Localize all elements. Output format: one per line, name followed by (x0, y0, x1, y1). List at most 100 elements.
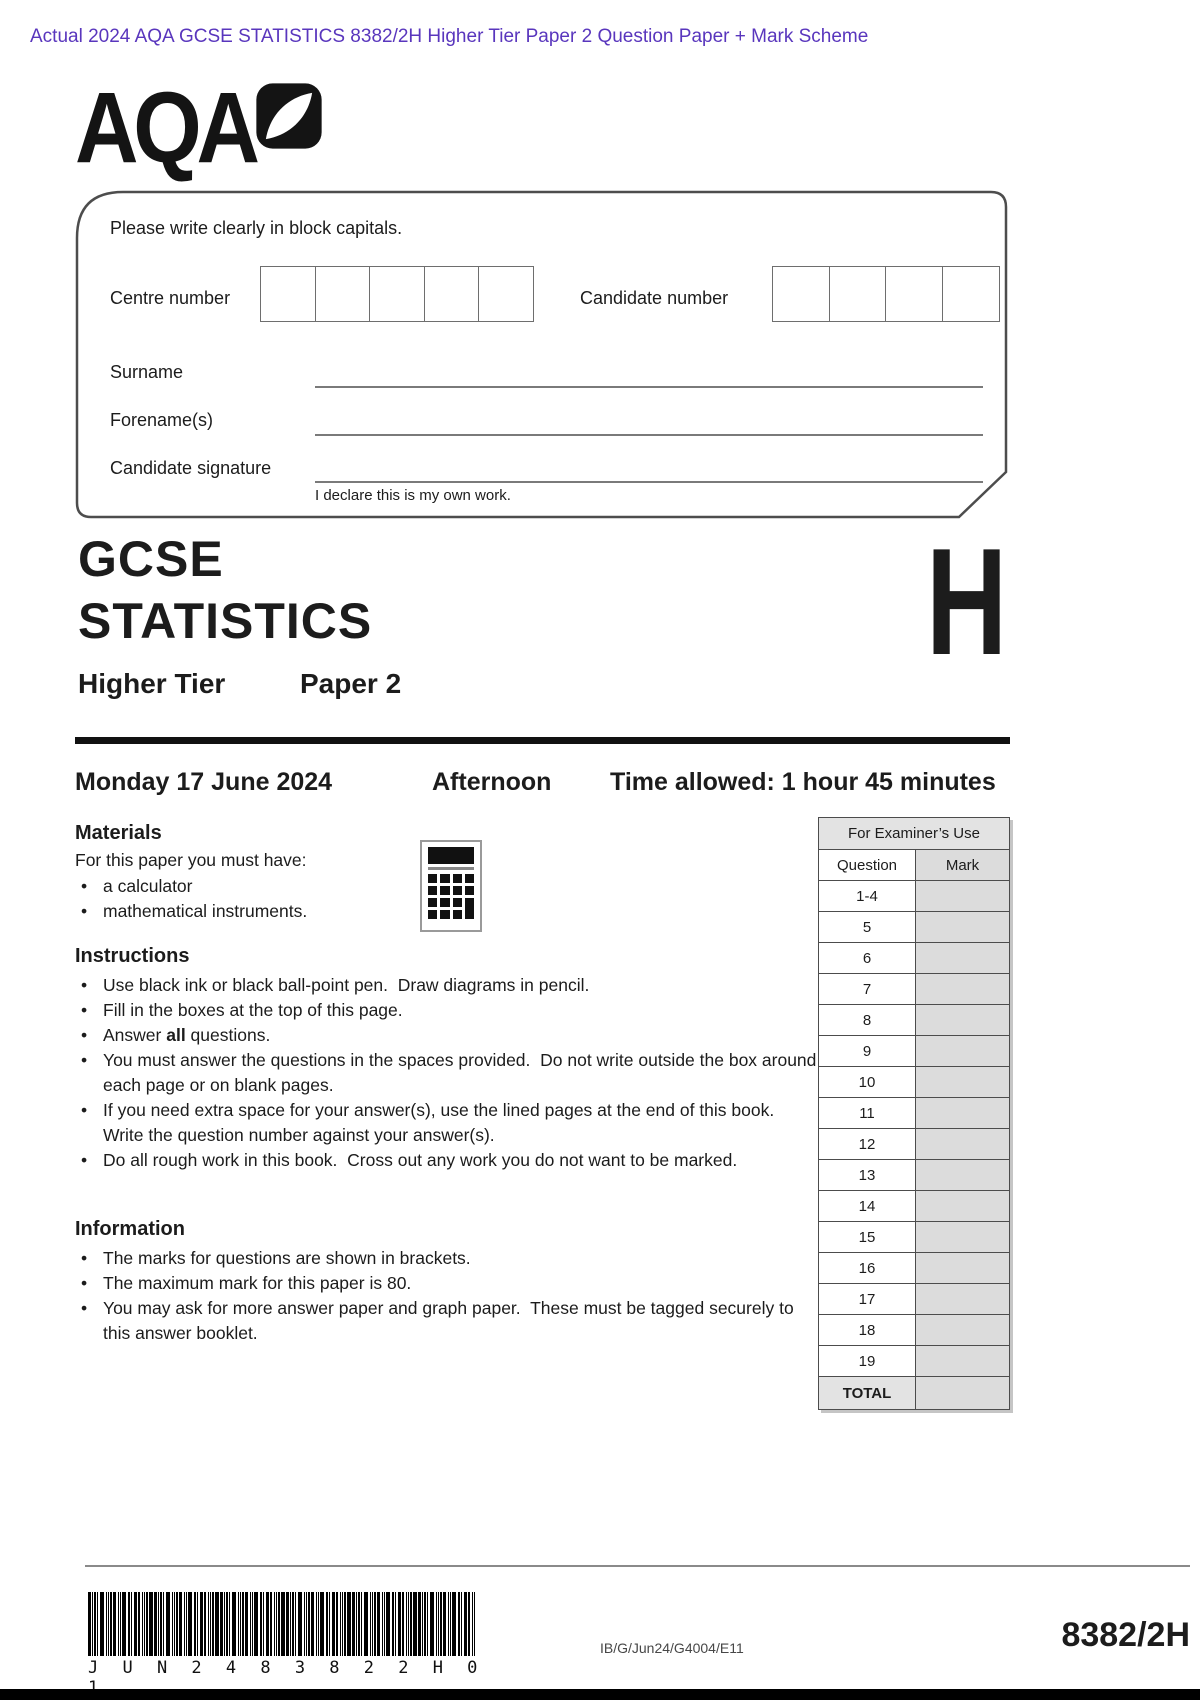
declaration-text: I declare this is my own work. (315, 487, 511, 504)
examiner-row: 17 (818, 1283, 1010, 1315)
calculator-keys (428, 874, 474, 919)
centre-number-cell[interactable] (314, 266, 371, 322)
bullet-text: If you need extra space for your answer(… (103, 1100, 784, 1145)
tier-letter: H (926, 517, 1008, 687)
total-row: TOTAL (818, 1376, 1010, 1410)
centre-number-cell[interactable] (423, 266, 480, 322)
bullet-dot: • (81, 901, 88, 921)
bullet-item: • Do all rough work in this book. Cross o… (75, 1148, 823, 1173)
examiner-rows: 1-4 5 6 7 8 9 10 11 12 13 14 15 16 17 18 19 (818, 880, 1010, 1377)
aqa-leaf-icon (255, 82, 323, 155)
mark-cell (915, 1252, 1010, 1284)
bullet-item: • Fill in the boxes at the top of this pa… (75, 998, 823, 1023)
centre-number-boxes (260, 266, 534, 322)
surname-line[interactable] (315, 358, 983, 388)
bullet-item: • You may ask for more answer paper and g… (75, 1296, 823, 1346)
mark-cell (915, 1283, 1010, 1315)
mark-cell (915, 1004, 1010, 1036)
candidate-details-box: Please write clearly in block capitals. … (75, 190, 1010, 520)
instructions-heading: Instructions (75, 945, 190, 967)
forename-label: Forename(s) (110, 410, 214, 430)
signature-label: Candidate signature (110, 458, 272, 478)
candidate-number-cell[interactable] (772, 266, 830, 322)
examiner-table-title: For Examiner’s Use (818, 817, 1010, 850)
barcode (88, 1592, 476, 1656)
bullet-dot: • (81, 1298, 88, 1318)
block-capitals-note: Please write clearly in block capitals. (110, 218, 403, 238)
bullet-item: • mathematical instruments. (75, 899, 823, 924)
materials-heading: Materials (75, 822, 162, 844)
centre-number-cell[interactable] (369, 266, 425, 322)
candidate-number-cell[interactable] (885, 266, 943, 322)
examiner-row: 13 (818, 1159, 1010, 1191)
question-cell: 5 (818, 911, 916, 943)
exam-date: Monday 17 June 2024 (75, 768, 333, 796)
bullet-item: • If you need extra space for your answer… (75, 1098, 823, 1148)
paper-label: Paper 2 (300, 668, 402, 699)
candidate-number-cell[interactable] (941, 266, 1000, 322)
reference-code: IB/G/Jun24/G4004/E11 (600, 1640, 744, 1656)
centre-number-cell[interactable] (260, 266, 316, 322)
forename-line[interactable] (315, 406, 983, 436)
question-cell: 12 (818, 1128, 916, 1160)
examiner-row: 10 (818, 1066, 1010, 1098)
candidate-number-cell[interactable] (828, 266, 887, 322)
mark-col-header: Mark (915, 849, 1010, 881)
question-cell: 9 (818, 1035, 916, 1067)
examiner-row: 19 (818, 1345, 1010, 1377)
examiner-table: For Examiner’s Use Question Mark 1-4 5 6 7 8… (818, 817, 1010, 1410)
mark-cell (915, 1066, 1010, 1098)
bullet-dot: • (81, 1150, 88, 1170)
bullet-text: The maximum mark for this paper is 80. (103, 1273, 412, 1293)
bullet-text: Fill in the boxes at the top of this pag… (103, 1000, 403, 1020)
exam-session: Afternoon (432, 768, 552, 796)
subject-title: STATISTICS (78, 593, 373, 649)
bullet-dot: • (81, 876, 88, 896)
bullet-dot: • (81, 975, 88, 995)
information-section: Information • The marks for questions are… (75, 1218, 823, 1346)
question-cell: 14 (818, 1190, 916, 1222)
centre-number-cell[interactable] (478, 266, 534, 322)
candidate-number-label: Candidate number (580, 288, 729, 308)
examiner-row: 9 (818, 1035, 1010, 1067)
examiner-row: 8 (818, 1004, 1010, 1036)
divider-rule (75, 737, 1010, 744)
information-heading: Information (75, 1218, 185, 1240)
bullet-text: You may ask for more answer paper and gr… (103, 1298, 799, 1343)
bullet-text: a calculator (103, 876, 193, 896)
mark-cell (915, 1314, 1010, 1346)
examiner-row: 12 (818, 1128, 1010, 1160)
tier-label: Higher Tier (78, 668, 226, 699)
bullet-item: • Answer all questions. (75, 1023, 823, 1048)
candidate-number-boxes (772, 266, 1000, 322)
examiner-row: 14 (818, 1190, 1010, 1222)
signature-line[interactable] (315, 453, 983, 483)
materials-section: Materials For this paper you must have: … (75, 822, 823, 924)
examiner-row: 7 (818, 973, 1010, 1005)
examiner-row: 15 (818, 1221, 1010, 1253)
bullet-dot: • (81, 1248, 88, 1268)
examiner-row: 11 (818, 1097, 1010, 1129)
mark-cell (915, 911, 1010, 943)
qualification-title: GCSE (78, 531, 224, 587)
question-cell: 17 (818, 1283, 916, 1315)
mark-cell (915, 1190, 1010, 1222)
examiner-row: 1-4 (818, 880, 1010, 912)
bullet-dot: • (81, 1025, 88, 1045)
bullet-text: Answer all questions. (103, 1025, 271, 1045)
question-cell: 10 (818, 1066, 916, 1098)
question-cell: 1-4 (818, 880, 916, 912)
bullet-dot: • (81, 1000, 88, 1020)
question-col-header: Question (818, 849, 916, 881)
instructions-section: Instructions • Use black ink or black bal… (75, 945, 823, 1173)
mark-cell (915, 1097, 1010, 1129)
total-label: TOTAL (818, 1376, 916, 1410)
candidate-box-frame (75, 190, 1008, 519)
examiner-row: 6 (818, 942, 1010, 974)
mark-cell (915, 942, 1010, 974)
paper-code: 8382/2H (1061, 1616, 1190, 1654)
calculator-screen (428, 847, 474, 864)
question-cell: 19 (818, 1345, 916, 1377)
bullet-text: mathematical instruments. (103, 901, 308, 921)
barcode-text: J U N 2 4 8 3 8 2 2 H 0 1 (88, 1658, 485, 1698)
